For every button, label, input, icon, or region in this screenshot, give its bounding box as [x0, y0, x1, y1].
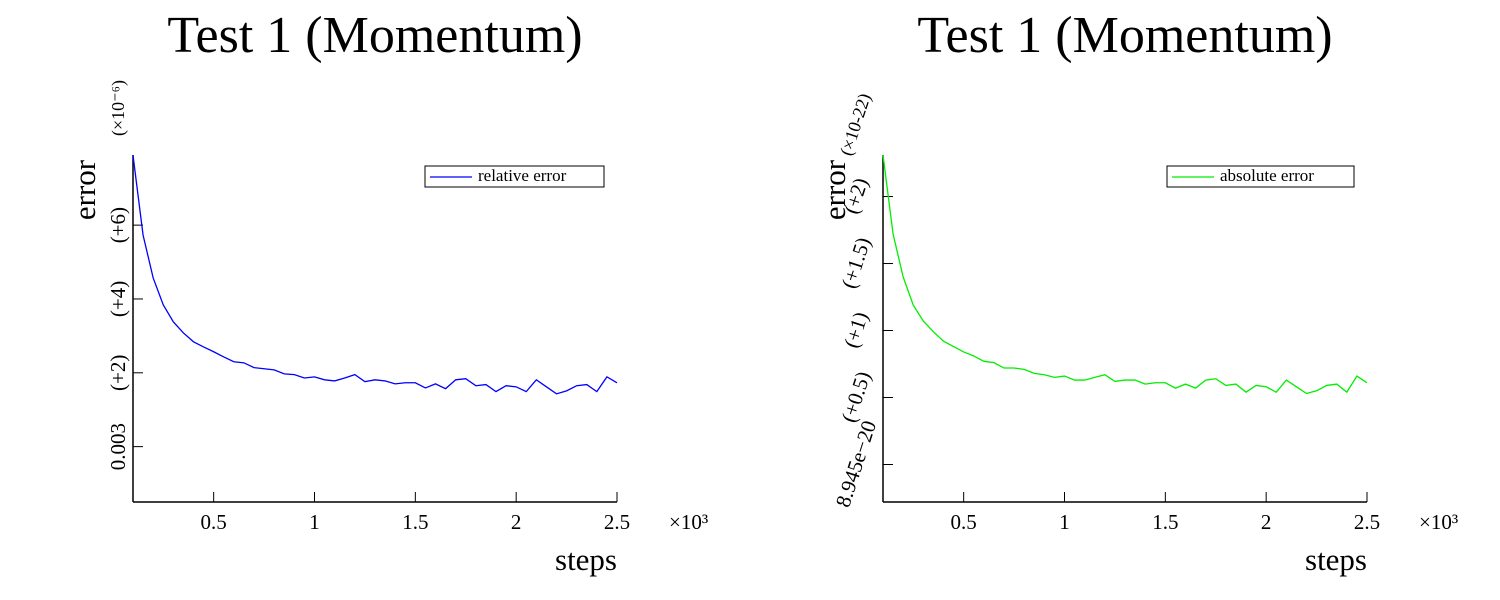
x-tick-label: 2	[1261, 510, 1272, 534]
panel: Test 1 (Momentum) 0.5 1 1.5 2 2.5 8.945e−20(+0…	[817, 7, 1458, 577]
x-axis-label: steps	[555, 542, 617, 577]
panel: Test 1 (Momentum) 0.5 1 1.5 2 2.5 0.003 (+2) (+4…	[67, 7, 708, 577]
y-axis-label: error	[67, 159, 102, 220]
x-axis-label: steps	[1305, 542, 1367, 577]
legend-box	[424, 165, 605, 188]
x-tick-label: 1.5	[1152, 510, 1178, 534]
y-multiplier: (×10-22)	[836, 91, 876, 158]
y-tick-label: (+4)	[106, 281, 130, 317]
y-tick-label: (+1)	[839, 309, 873, 351]
legend-label: absolute error	[1220, 166, 1314, 185]
x-tick-label: 2	[511, 510, 522, 534]
legend-box	[1166, 165, 1355, 188]
x-tick-label: 2.5	[604, 510, 630, 534]
y-tick-label: (+2)	[106, 355, 130, 391]
chart-title: Test 1 (Momentum)	[917, 7, 1332, 64]
y-axis-label: error	[817, 159, 852, 220]
x-tick-label: 1.5	[402, 510, 428, 534]
y-multiplier: (×10⁻⁶)	[108, 80, 129, 136]
x-tick-label: 2.5	[1354, 510, 1380, 534]
x-tick-label: 0.5	[951, 510, 977, 534]
y-tick-label: (+6)	[106, 207, 130, 243]
x-tick-label: 1	[1059, 510, 1070, 534]
x-multiplier: ×10³	[1419, 510, 1458, 534]
y-tick-label: 0.003	[106, 423, 130, 470]
legend-label: relative error	[478, 166, 567, 185]
chart-title: Test 1 (Momentum)	[167, 7, 582, 64]
y-tick-label: (+0.5)	[836, 368, 875, 425]
y-tick-label: (+1.5)	[836, 234, 875, 291]
x-tick-label: 0.5	[201, 510, 227, 534]
series-line	[132, 155, 618, 395]
x-tick-label: 1	[309, 510, 320, 534]
x-multiplier: ×10³	[669, 510, 708, 534]
series-line	[882, 154, 1368, 395]
y-tick-label: 8.945e−20	[831, 418, 881, 510]
